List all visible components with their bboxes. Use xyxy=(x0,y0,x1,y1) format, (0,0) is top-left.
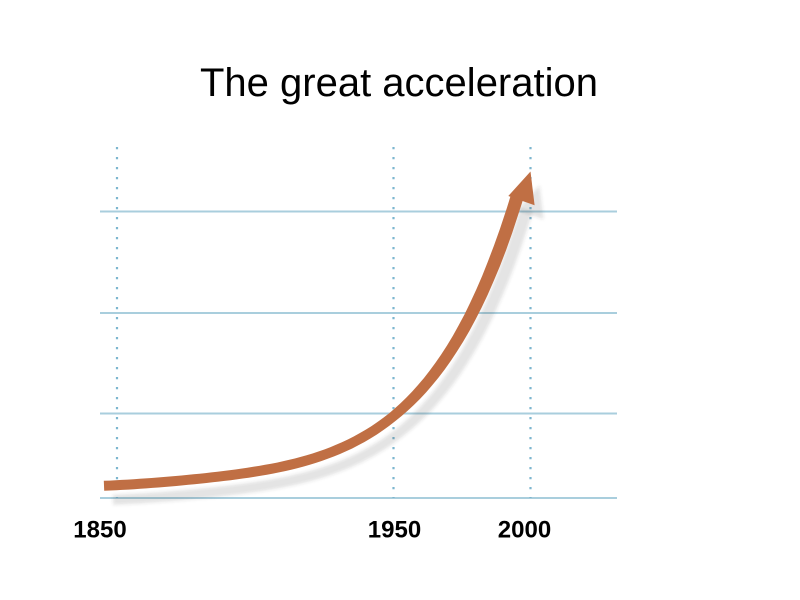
svg-text:1850: 1850 xyxy=(73,517,126,544)
svg-text:1950: 1950 xyxy=(368,517,421,544)
svg-text:2000: 2000 xyxy=(498,517,551,544)
svg-text:The great acceleration: The great acceleration xyxy=(200,61,598,105)
